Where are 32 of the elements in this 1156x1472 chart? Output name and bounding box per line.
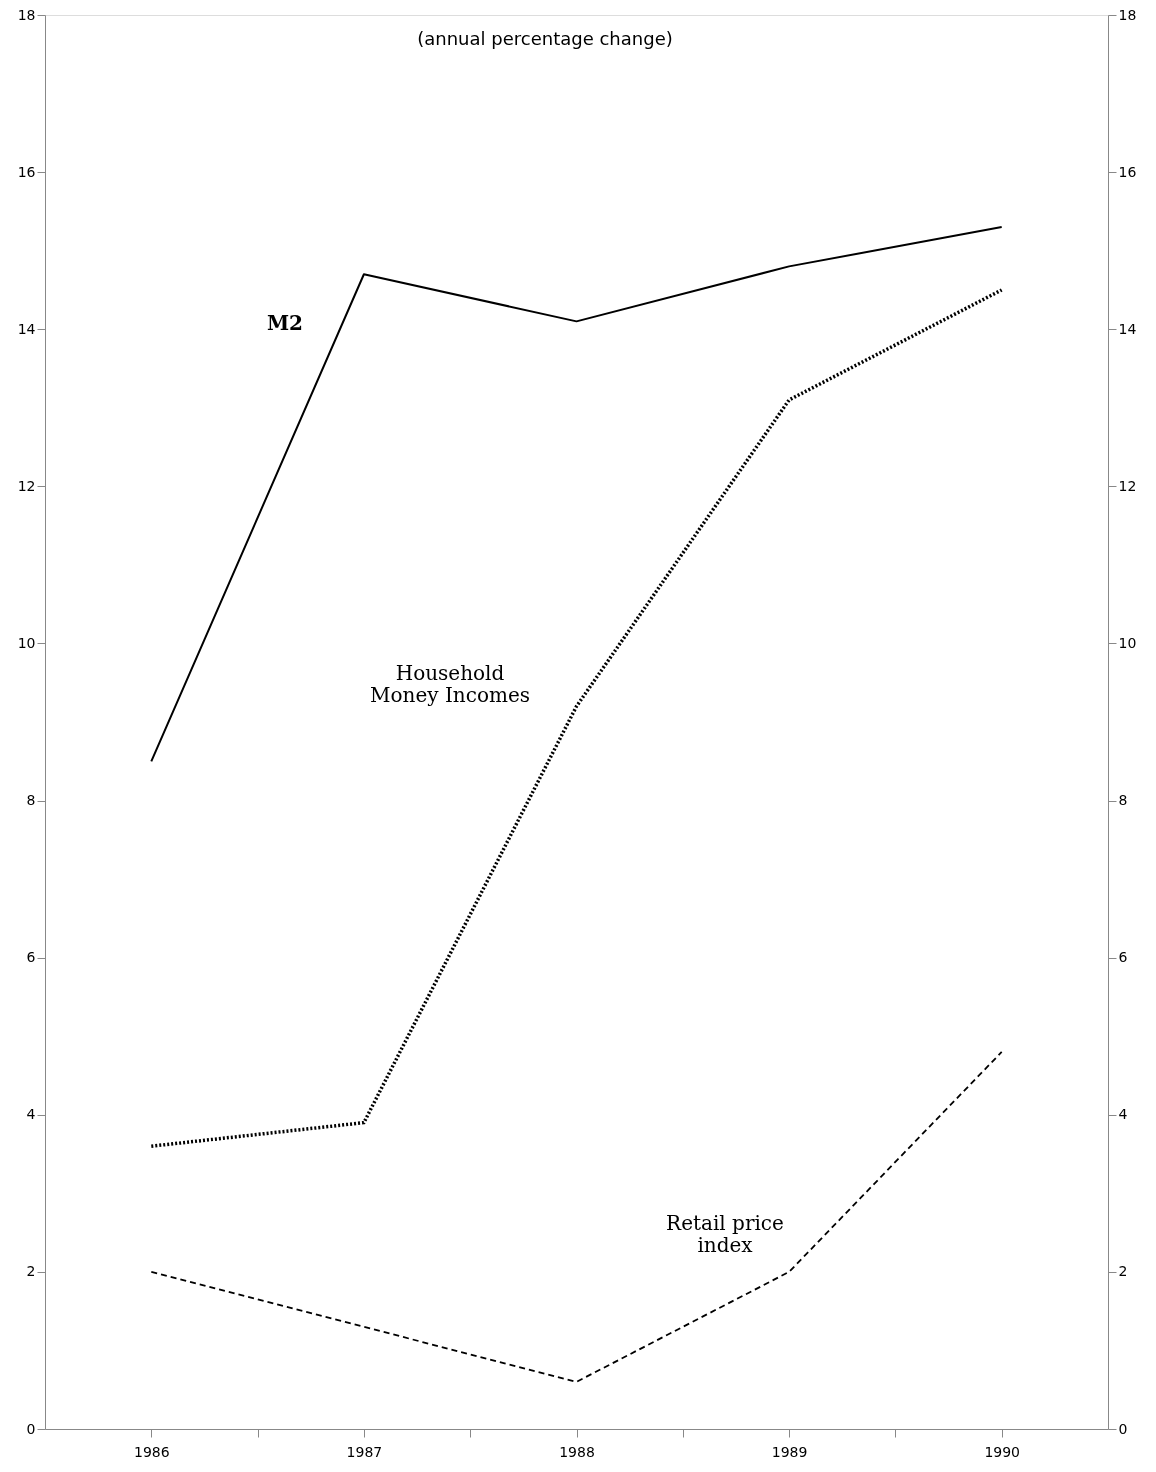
y-tick-label: 10 <box>17 634 36 651</box>
line-series <box>150 226 1003 763</box>
x-tick-label: 1989 <box>771 1443 808 1460</box>
y2-tick-label: 0 <box>1118 1420 1128 1437</box>
y-tick-label: 0 <box>26 1420 36 1437</box>
y-tick-label: 8 <box>26 792 36 809</box>
y-tick-label: 2 <box>26 1263 36 1280</box>
line-series <box>150 1051 1003 1383</box>
y2-tick-label: 12 <box>1118 477 1137 494</box>
y-tick-label: 12 <box>17 477 36 494</box>
y-tick-label: 14 <box>17 320 36 337</box>
series-label: Retail price index <box>666 1211 784 1257</box>
text: (annual percentage change) <box>417 28 673 49</box>
series-label: M2 <box>266 311 304 335</box>
y2-tick-label: 6 <box>1118 949 1128 966</box>
y-tick-label: 6 <box>26 949 36 966</box>
y2-tick-label: 4 <box>1118 1106 1128 1123</box>
y2-tick-label: 16 <box>1118 163 1137 180</box>
line-series <box>149 288 1004 1148</box>
y-tick-label: 18 <box>17 6 36 23</box>
text: Household Money Incomes <box>370 661 530 707</box>
y-tick-label: 16 <box>17 163 36 180</box>
y2-tick-label: 18 <box>1118 6 1137 23</box>
x-tick-label: 1986 <box>133 1443 170 1460</box>
y-tick-label: 4 <box>26 1106 36 1123</box>
y2-tick-label: 2 <box>1118 1263 1128 1280</box>
x-tick-label: 1987 <box>346 1443 383 1460</box>
y2-tick-label: 10 <box>1118 634 1137 651</box>
y2-tick-label: 8 <box>1118 792 1128 809</box>
y2-tick-label: 14 <box>1118 320 1137 337</box>
x-tick-label: 1988 <box>559 1443 595 1460</box>
x-tick-label: 1990 <box>984 1443 1021 1460</box>
